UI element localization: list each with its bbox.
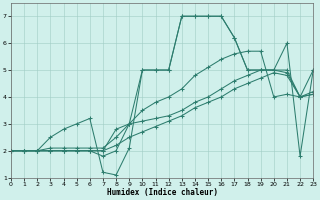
X-axis label: Humidex (Indice chaleur): Humidex (Indice chaleur) (107, 188, 218, 197)
